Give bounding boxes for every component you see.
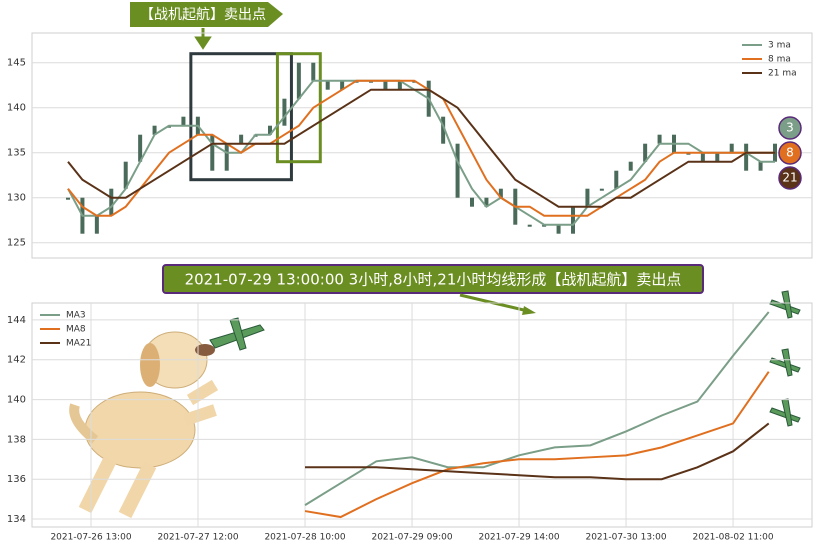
candle [325, 80, 330, 90]
candle [296, 62, 301, 99]
dog-illustration [69, 331, 219, 519]
chart-panel: 125 130 135 140 145 3 ma 8 ma 21 ma 3 8 21 [7, 32, 813, 259]
y-tick-label: 136 [7, 474, 26, 485]
candle [268, 125, 272, 135]
candle [181, 116, 186, 126]
y-tick-label: 145 [7, 58, 26, 69]
candle [657, 134, 662, 144]
plane-icon [209, 290, 801, 427]
candle [729, 143, 734, 153]
candle [340, 80, 345, 90]
candle [571, 206, 575, 234]
chart-panel: 134 136 138 140 142 144 2021-07-26 13:00 2021-0… [7, 302, 813, 543]
candle [282, 98, 287, 126]
legend-label: MA8 [66, 325, 86, 335]
candle [498, 188, 503, 198]
annotation-banner [130, 2, 283, 27]
annotation-arrow [522, 306, 536, 315]
end-badge [778, 116, 802, 140]
candle [614, 170, 619, 189]
x-tick-label: 2021-07-28 10:00 [264, 533, 345, 543]
y-tick-label: 138 [7, 434, 26, 445]
candle [599, 188, 604, 191]
ma-line [304, 371, 770, 519]
legend-label: 21 ma [768, 69, 797, 79]
end-badge-label: 8 [786, 146, 794, 160]
x-tick-label: 2021-07-26 13:00 [50, 533, 131, 543]
candle [556, 224, 561, 234]
end-badge [778, 166, 802, 190]
end-badge [778, 141, 802, 165]
candle [700, 152, 705, 162]
candle [397, 80, 402, 90]
candle [138, 134, 143, 162]
candle [758, 161, 763, 171]
candle [311, 62, 316, 81]
x-tick-label: 2021-07-29 09:00 [371, 533, 452, 543]
y-tick-label: 135 [7, 148, 26, 159]
candle [470, 197, 474, 207]
annotation-banner [162, 264, 704, 294]
x-tick-label: 2021-07-27 12:00 [157, 533, 238, 543]
ma-line [67, 88, 775, 208]
plot-frame [31, 302, 813, 528]
plot-frame [31, 32, 813, 259]
ma-line [304, 311, 770, 506]
end-badge-label: 21 [782, 171, 797, 185]
highlight-box [275, 52, 322, 164]
candle [715, 152, 720, 162]
x-tick-label: 2021-07-29 14:00 [478, 533, 559, 543]
candle [441, 116, 446, 144]
highlight-box [189, 52, 293, 182]
candle [527, 224, 532, 227]
candle [109, 188, 114, 216]
y-tick-label: 140 [7, 103, 26, 114]
ma-line [305, 422, 770, 481]
y-tick-label: 140 [7, 395, 26, 406]
candle [94, 215, 99, 234]
legend-label: MA21 [66, 339, 91, 349]
candle [484, 197, 489, 207]
x-tick-label: 2021-07-30 13:00 [585, 533, 666, 543]
y-tick-label: 134 [7, 514, 26, 525]
end-badge-label: 3 [786, 121, 794, 135]
annotation: 2021-07-29 13:00:00 3小时,8小时,21小时均线形成【战机起… [185, 271, 682, 289]
candle [628, 161, 633, 171]
candle [123, 161, 128, 189]
candle [66, 197, 70, 200]
legend-label: 3 ma [768, 41, 791, 51]
candle [383, 80, 388, 90]
candle [455, 143, 460, 198]
candle [585, 188, 590, 207]
y-tick-label: 142 [7, 355, 26, 366]
y-tick-label: 130 [7, 193, 26, 204]
annotation: 【战机起航】卖出点 [140, 7, 266, 23]
y-tick-label: 144 [7, 315, 26, 326]
legend-label: 8 ma [768, 55, 791, 65]
ma-line [67, 79, 775, 226]
candle [643, 143, 648, 162]
candle [744, 143, 749, 171]
x-tick-label: 2021-08-02 11:00 [693, 533, 774, 543]
candle [210, 134, 215, 171]
annotation-arrow [194, 28, 212, 50]
candle [152, 125, 157, 135]
legend-label: MA3 [66, 311, 86, 321]
y-tick-label: 125 [7, 238, 26, 249]
ma-line [67, 79, 775, 217]
candle [224, 143, 229, 171]
candle [239, 134, 244, 144]
